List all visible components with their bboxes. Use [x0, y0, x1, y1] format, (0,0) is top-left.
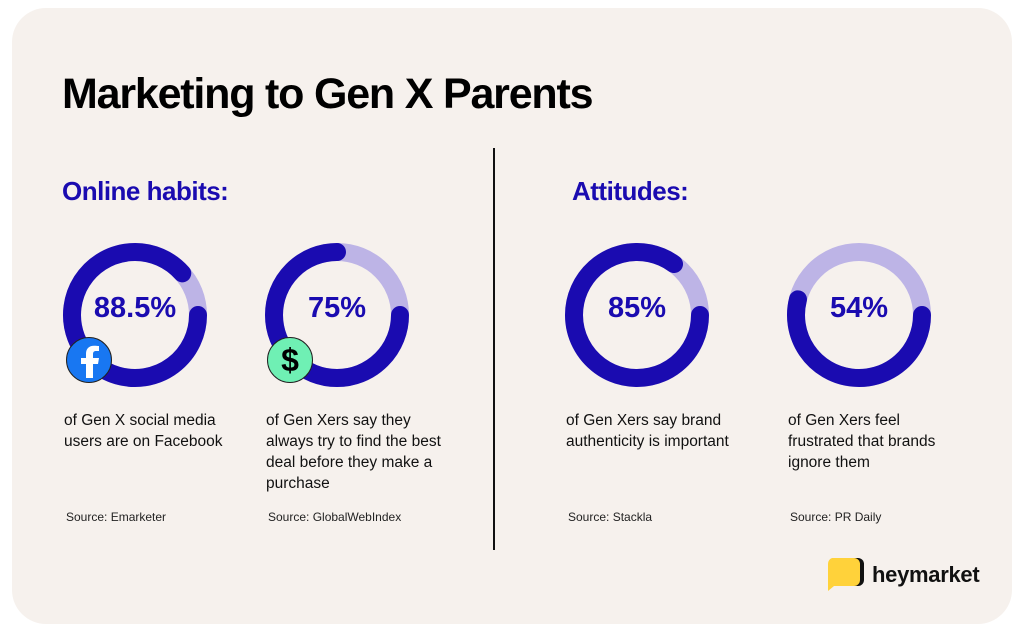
stat-percentage: 88.5% — [93, 292, 177, 324]
stat-source: Source: GlobalWebIndex — [268, 510, 402, 524]
stat-description: of Gen Xers say brand authenticity is im… — [566, 412, 729, 450]
stat-percentage: 54% — [829, 292, 889, 324]
divider — [493, 148, 495, 550]
infographic-card — [12, 8, 1012, 624]
stat-percentage: 85% — [607, 292, 667, 324]
donut-chart — [565, 243, 709, 387]
facebook-icon — [66, 337, 112, 383]
chat-bubble-icon — [827, 558, 864, 591]
section-attitudes: Attitudes: — [572, 176, 689, 206]
page-title: Marketing to Gen X Parents — [62, 70, 594, 118]
dollar-icon: $ — [267, 337, 313, 383]
logo-text: heymarket — [872, 562, 980, 587]
stat-source: Source: Stackla — [568, 510, 653, 524]
donut-chart — [63, 243, 207, 387]
stat-source: Source: Emarketer — [66, 510, 167, 524]
donut-value-arc — [63, 243, 207, 387]
stat-description: of Gen Xers say they always try to find … — [266, 412, 441, 492]
donut-chart — [787, 243, 931, 387]
stat-source: Source: PR Daily — [790, 510, 882, 524]
stat-description: of Gen X social media users are on Faceb… — [64, 412, 223, 450]
stat-description: of Gen Xers feel frustrated that brands … — [788, 412, 936, 471]
donut-value-arc — [787, 290, 931, 387]
section-online-habits: Online habits: — [62, 176, 229, 206]
heymarket-logo: heymarket — [826, 558, 980, 592]
stat-percentage: 75% — [307, 292, 367, 324]
donut-value-arc — [565, 243, 709, 387]
